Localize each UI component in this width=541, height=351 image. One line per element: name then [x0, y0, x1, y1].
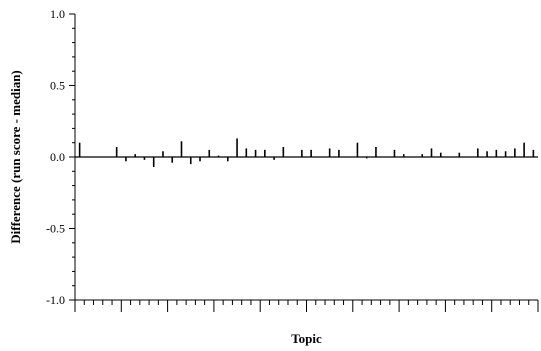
y-tick-label: 0.0	[50, 150, 65, 164]
y-tick-label: 1.0	[50, 7, 65, 21]
x-axis-title: Topic	[291, 331, 322, 346]
y-tick-label: -1.0	[46, 293, 65, 307]
bars	[78, 138, 535, 168]
y-minor-ticks	[72, 27, 75, 287]
y-tick-label: 0.5	[50, 79, 65, 93]
y-tick-label: -0.5	[46, 222, 65, 236]
x-axis	[74, 299, 539, 312]
y-tick-labels: 1.0 0.5 0.0 -0.5 -1.0	[46, 7, 65, 307]
y-axis-title: Difference (run score - median)	[8, 70, 23, 244]
